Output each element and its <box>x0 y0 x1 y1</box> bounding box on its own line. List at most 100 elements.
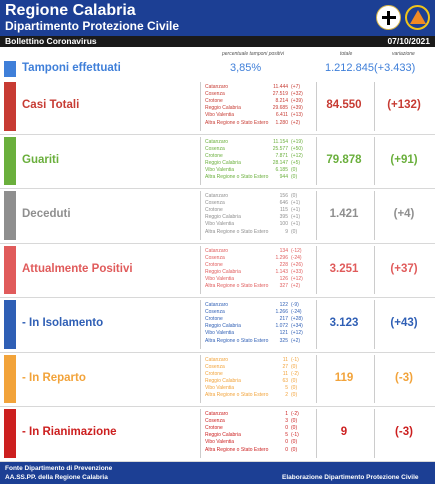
province-delta: (-2) <box>291 411 299 417</box>
section-total: 119 <box>334 371 354 384</box>
section-divider <box>0 297 435 298</box>
column-divider <box>316 136 317 185</box>
province-value: 6.185 <box>275 166 288 173</box>
province-delta: (+12) <box>291 152 303 159</box>
column-divider <box>316 245 317 294</box>
province-name: Reggio Calabria <box>205 377 241 384</box>
column-divider <box>316 409 317 458</box>
province-value: 11 <box>282 356 288 363</box>
section-variation: (+4) <box>393 208 415 221</box>
province-delta: (0) <box>291 193 298 199</box>
province-name: Reggio Calabria <box>205 105 241 112</box>
province-name: Vibo Valentia <box>205 330 235 337</box>
section-color-bar <box>4 300 16 349</box>
province-delta: (+1) <box>291 214 301 221</box>
province-delta: (-12) <box>291 247 302 254</box>
section-color-bar <box>4 136 16 185</box>
province-value: 8.214 <box>275 98 288 105</box>
section-variation: (+43) <box>390 317 418 330</box>
province-delta: (+33) <box>291 268 303 275</box>
province-delta: (+5) <box>291 159 301 166</box>
section-variation: (+91) <box>390 153 418 166</box>
province-delta: (0) <box>291 439 298 446</box>
province-delta: (+34) <box>291 323 303 330</box>
province-name: Crotone <box>205 207 223 214</box>
province-name: Crotone <box>205 98 223 105</box>
province-value: 2 <box>285 392 288 398</box>
civil-protection-logo-icon <box>405 5 430 30</box>
province-delta: (0) <box>291 446 298 453</box>
column-divider <box>374 409 375 458</box>
province-name: Crotone <box>205 370 223 377</box>
section-2: Deceduti Catanzaro 156 (0) Cosenza 646 (+1) Cro… <box>0 189 435 244</box>
province-value: 25.577 <box>272 145 288 152</box>
province-name: Catanzaro <box>205 411 229 417</box>
column-header-total: totale <box>340 51 353 57</box>
section-divider <box>0 460 435 462</box>
province-name: Cosenza <box>205 200 225 207</box>
province-delta: (+1) <box>291 200 301 207</box>
province-delta: (+12) <box>291 275 303 282</box>
section-color-bar <box>4 82 16 131</box>
province-name: Reggio Calabria <box>205 323 241 330</box>
province-delta: (+39) <box>291 98 303 105</box>
province-value: 1.266 <box>275 309 288 316</box>
footer-source-line1: Fonte Dipartimento di Prevenzione <box>5 465 113 472</box>
section-title: - In Reparto <box>22 371 86 384</box>
province-name: Vibo Valentia <box>205 439 235 446</box>
province-delta: (+1) <box>291 221 301 228</box>
province-value: 395 <box>279 214 288 221</box>
section-total: 84.550 <box>326 99 362 112</box>
section-color-bar <box>4 354 16 403</box>
department-subtitle: Dipartimento Protezione Civile <box>5 19 180 33</box>
province-delta: (+32) <box>291 91 303 98</box>
column-divider <box>200 82 201 131</box>
province-name: Crotone <box>205 425 223 432</box>
province-delta: (-24) <box>291 309 302 316</box>
province-name: Cosenza <box>205 254 225 261</box>
province-value: 6.411 <box>275 112 288 119</box>
province-value: 646 <box>279 200 288 207</box>
section-6: - In Rianimazione Catanzaro 1 (-2) Cosenza 3(… <box>0 407 435 462</box>
province-name: Cosenza <box>205 145 225 152</box>
section-divider <box>0 351 435 353</box>
province-value: 5 <box>285 384 288 391</box>
province-value: 1.072 <box>275 323 288 330</box>
column-header-variation: variazione <box>392 51 415 57</box>
province-value: 126 <box>279 275 288 282</box>
province-name: Altra Regione o Stato Estero <box>205 446 269 453</box>
province-name: Cosenza <box>205 91 225 98</box>
province-delta: (0) <box>291 377 298 384</box>
province-name: Crotone <box>205 152 223 159</box>
province-value: 228 <box>279 261 288 268</box>
province-name: Altra Regione o Stato Estero <box>205 283 269 289</box>
province-delta: (+7) <box>291 84 301 90</box>
section-total: 79.878 <box>326 153 362 166</box>
province-name: Altra Regione o Stato Estero <box>205 174 269 180</box>
province-value: 325 <box>279 337 288 344</box>
column-divider <box>200 409 201 458</box>
column-divider <box>200 300 201 349</box>
province-delta: (+39) <box>291 105 303 112</box>
footer-source-line2: AA.SS.PP. della Regione Calabria <box>5 474 108 481</box>
province-delta: (-9) <box>291 302 299 308</box>
province-value: 1 <box>285 411 288 417</box>
tamponi-variation: (+3.433) <box>374 62 416 74</box>
section-title: - In Isolamento <box>22 317 104 330</box>
province-value: 0 <box>285 446 288 453</box>
section-3: Attualmente Positivi Catanzaro 134 (-12) Cos… <box>0 244 435 298</box>
section-color-bar <box>4 191 16 240</box>
section-variation: (+37) <box>390 262 418 275</box>
province-name: Catanzaro <box>205 302 229 308</box>
province-value: 28.147 <box>272 159 288 166</box>
column-divider <box>374 300 375 349</box>
bulletin-bar: Bollettino Coronavirus 07/10/2021 <box>0 36 435 47</box>
bulletin-title: Bollettino Coronavirus <box>5 36 97 46</box>
province-value: 217 <box>279 316 288 323</box>
province-name: Altra Regione o Stato Estero <box>205 392 269 398</box>
province-value: 3 <box>285 418 288 425</box>
province-name: Vibo Valentia <box>205 221 235 228</box>
province-value: 7.871 <box>275 152 288 159</box>
section-color-bar <box>4 245 16 294</box>
province-name: Altra Regione o Stato Estero <box>205 337 269 344</box>
